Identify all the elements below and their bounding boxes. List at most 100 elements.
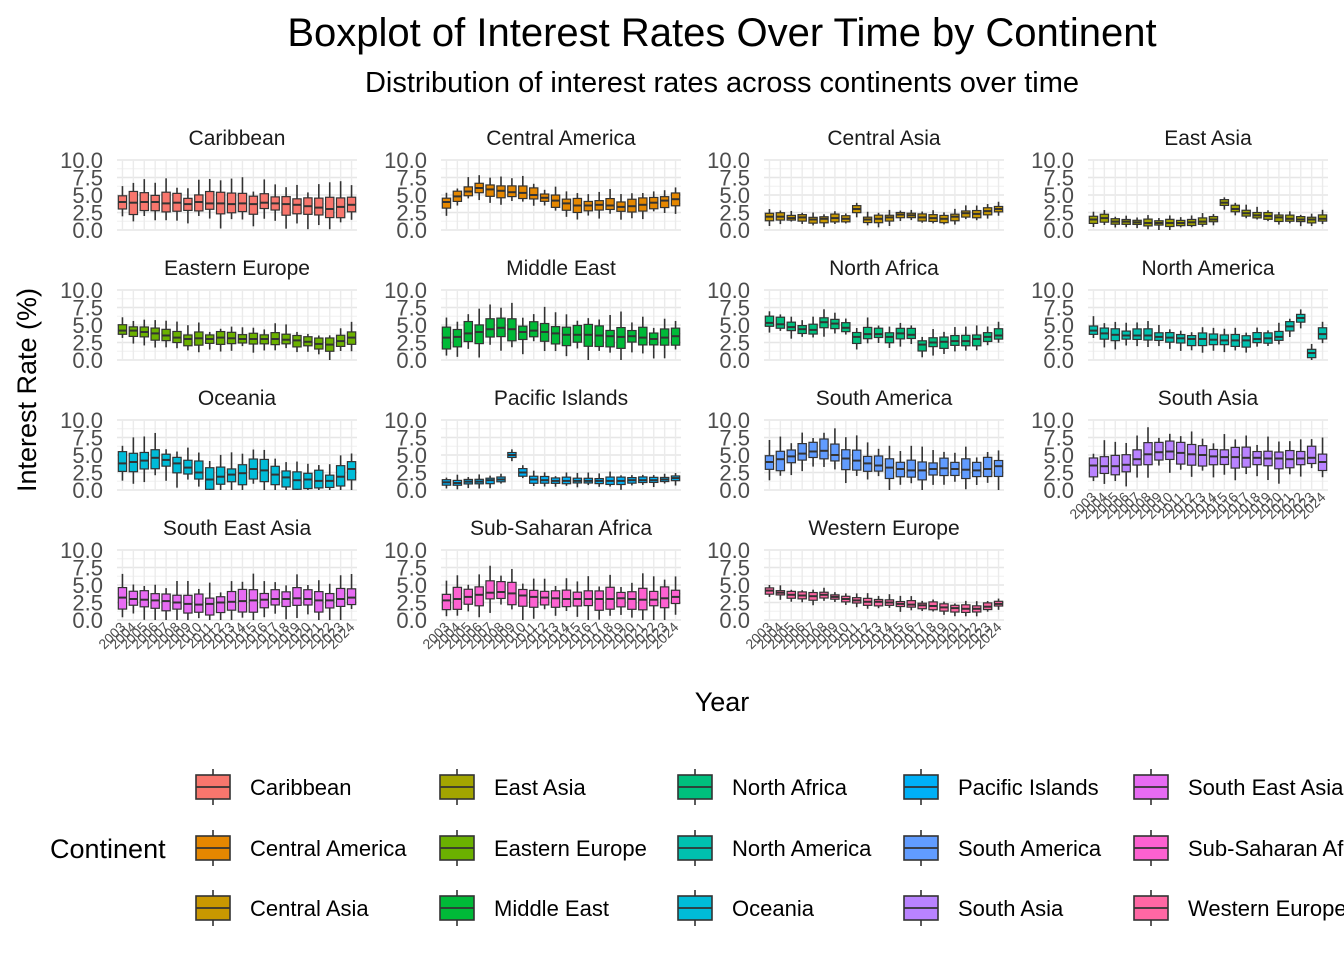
- box: [161, 593, 171, 612]
- box: [1143, 328, 1153, 341]
- y-tick-label: 10.0: [1031, 408, 1074, 433]
- x-axis-title: Year: [695, 687, 750, 717]
- box: [1186, 334, 1197, 347]
- legend-item: Eastern Europe: [439, 830, 647, 866]
- box: [605, 197, 615, 211]
- y-tick-label: 2.5: [72, 591, 103, 616]
- box: [648, 590, 659, 607]
- y-tick-label: 2.5: [1043, 201, 1074, 226]
- legend-label: Eastern Europe: [494, 836, 647, 861]
- facet-label: Western Europe: [808, 517, 959, 540]
- box: [616, 591, 626, 608]
- facet-panel: South East Asia0.02.55.07.510.0200320042…: [60, 517, 358, 652]
- y-tick-label: 5.0: [719, 573, 750, 598]
- box: [150, 194, 160, 212]
- box: [561, 326, 572, 347]
- y-tick-label: 7.5: [72, 426, 103, 451]
- y-tick-label: 0.0: [719, 478, 750, 503]
- facet-panel: Western Europe0.02.55.07.510.02003200420…: [707, 517, 1005, 652]
- y-tick-label: 5.0: [396, 183, 427, 208]
- facet-panel: Middle East 0.02.55.07.510.0: [384, 257, 681, 373]
- y-tick-label: 7.5: [719, 166, 750, 191]
- y-tick-label: 0.0: [719, 608, 750, 633]
- box: [616, 326, 626, 349]
- y-tick-label: 10.0: [707, 408, 750, 433]
- chart-title: Boxplot of Interest Rates Over Time by C…: [287, 11, 1156, 55]
- y-tick-label: 0.0: [396, 348, 427, 373]
- legend: Continent Caribbean Central America Centra…: [50, 769, 1344, 926]
- facet-panel: Central America 0.02.55.07.510.0: [384, 127, 681, 243]
- y-tick-label: 7.5: [1043, 296, 1074, 321]
- box: [237, 464, 248, 486]
- box: [248, 195, 259, 215]
- box: [335, 587, 346, 608]
- facet-label: Caribbean: [189, 127, 286, 150]
- y-tick-label: 10.0: [1031, 148, 1074, 173]
- legend-item: South America: [903, 830, 1102, 866]
- y-tick-label: 5.0: [1043, 443, 1074, 468]
- box: [1088, 457, 1099, 478]
- chart-subtitle: Distribution of interest rates across co…: [365, 67, 1079, 99]
- box: [819, 438, 829, 460]
- y-tick-label: 0.0: [1043, 348, 1074, 373]
- y-tick-label: 5.0: [72, 313, 103, 338]
- box: [775, 316, 786, 329]
- y-tick-label: 2.5: [396, 331, 427, 356]
- box: [1306, 445, 1317, 465]
- box: [1252, 332, 1262, 344]
- facet-panel: Caribbean 0.02.55.07.510.0: [60, 127, 357, 243]
- box: [314, 197, 324, 216]
- box: [346, 461, 357, 481]
- facet-panel: Central Asia 0.02.55.07.510.0: [707, 127, 1004, 243]
- y-tick-label: 0.0: [396, 608, 427, 633]
- box: [841, 449, 851, 471]
- legend-label: Western Europe: [1188, 896, 1344, 921]
- box: [485, 580, 495, 600]
- y-tick-label: 0.0: [1043, 218, 1074, 243]
- box: [873, 455, 884, 472]
- box: [873, 327, 884, 339]
- box: [474, 586, 484, 607]
- box: [627, 591, 637, 610]
- box: [775, 450, 786, 472]
- legend-label: Middle East: [494, 896, 609, 921]
- legend-item: South East Asia: [1133, 769, 1344, 805]
- box: [463, 320, 474, 343]
- y-tick-label: 7.5: [396, 166, 427, 191]
- legend-item: North America: [677, 830, 872, 866]
- y-tick-label: 5.0: [719, 183, 750, 208]
- legend-item: Caribbean: [195, 769, 352, 805]
- facet-label: Eastern Europe: [164, 257, 310, 280]
- y-tick-label: 7.5: [396, 556, 427, 581]
- box: [204, 190, 215, 210]
- box: [441, 197, 452, 209]
- y-tick-label: 7.5: [72, 556, 103, 581]
- y-tick-label: 2.5: [1043, 461, 1074, 486]
- facet-label: East Asia: [1164, 127, 1252, 150]
- facet-label: Sub-Saharan Africa: [470, 517, 652, 540]
- box: [1132, 449, 1142, 466]
- y-tick-label: 0.0: [396, 218, 427, 243]
- box: [215, 466, 226, 485]
- legend-label: North Africa: [732, 775, 848, 800]
- y-tick-label: 2.5: [1043, 331, 1074, 356]
- legend-item: Oceania: [677, 890, 815, 926]
- y-tick-label: 7.5: [719, 296, 750, 321]
- facet-panel: North America 0.02.55.07.510.0: [1031, 257, 1328, 373]
- y-tick-label: 0.0: [72, 218, 103, 243]
- box: [194, 593, 204, 613]
- box: [851, 331, 862, 345]
- y-tick-label: 10.0: [384, 538, 427, 563]
- box: [906, 327, 917, 340]
- box: [594, 590, 604, 611]
- box: [496, 581, 506, 600]
- y-tick-label: 5.0: [72, 443, 103, 468]
- box: [528, 321, 539, 338]
- legend-label: North America: [732, 836, 872, 861]
- legend-item: Pacific Islands: [903, 769, 1099, 805]
- box: [993, 328, 1004, 340]
- facet-label: North Africa: [829, 257, 939, 280]
- box: [971, 334, 982, 347]
- legend-title: Continent: [50, 834, 166, 864]
- box: [270, 589, 280, 606]
